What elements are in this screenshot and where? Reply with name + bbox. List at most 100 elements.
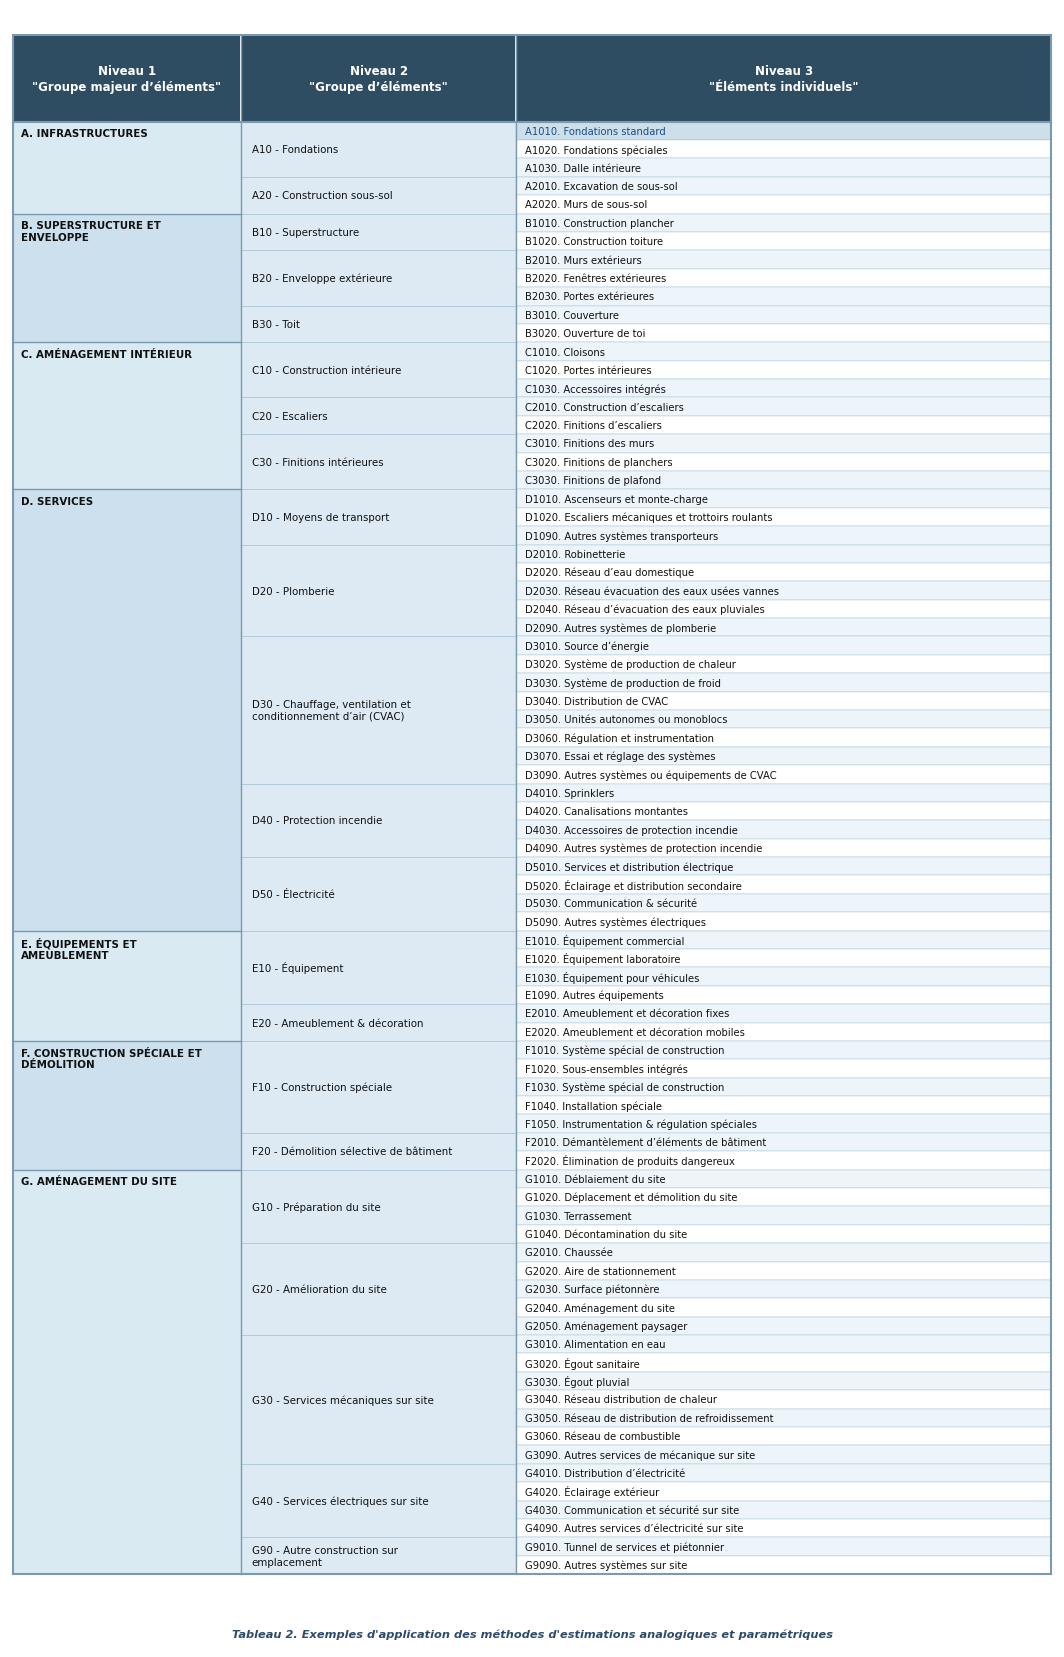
Bar bbox=[516, 968, 1051, 986]
Text: F2010. Démantèlement d’éléments de bâtiment: F2010. Démantèlement d’éléments de bâtim… bbox=[525, 1137, 766, 1147]
Text: G3010. Alimentation en eau: G3010. Alimentation en eau bbox=[525, 1339, 665, 1349]
Bar bbox=[516, 838, 1051, 858]
Bar bbox=[242, 123, 516, 177]
Text: A10 - Fondations: A10 - Fondations bbox=[252, 146, 338, 156]
Bar bbox=[516, 693, 1051, 711]
Bar bbox=[13, 1170, 242, 1574]
Text: B1020. Construction toiture: B1020. Construction toiture bbox=[525, 237, 663, 247]
Bar bbox=[516, 766, 1051, 784]
Bar bbox=[516, 949, 1051, 968]
Text: C. AMÉNAGEMENT INTÉRIEUR: C. AMÉNAGEMENT INTÉRIEUR bbox=[21, 350, 193, 360]
Text: D3090. Autres systèmes ou équipements de CVAC: D3090. Autres systèmes ou équipements de… bbox=[525, 769, 777, 780]
Text: C3030. Finitions de plafond: C3030. Finitions de plafond bbox=[525, 476, 661, 486]
Bar bbox=[516, 1022, 1051, 1041]
Text: D3020. Système de production de chaleur: D3020. Système de production de chaleur bbox=[525, 659, 736, 669]
Bar bbox=[516, 1261, 1051, 1281]
Text: E1030. Équipement pour véhicules: E1030. Équipement pour véhicules bbox=[525, 971, 699, 983]
Text: E20 - Ameublement & décoration: E20 - Ameublement & décoration bbox=[252, 1017, 423, 1027]
Text: G9010. Tunnel de services et piétonnier: G9010. Tunnel de services et piétonnier bbox=[525, 1541, 725, 1553]
Text: D3030. Système de production de froid: D3030. Système de production de froid bbox=[525, 678, 721, 688]
Bar bbox=[516, 1041, 1051, 1060]
Bar bbox=[516, 214, 1051, 234]
Text: G1030. Terrassement: G1030. Terrassement bbox=[525, 1211, 631, 1221]
Bar bbox=[516, 141, 1051, 159]
Bar bbox=[516, 270, 1051, 288]
Bar bbox=[242, 1463, 516, 1538]
Text: G3090. Autres services de mécanique sur site: G3090. Autres services de mécanique sur … bbox=[525, 1450, 755, 1460]
Text: Tableau 2. Exemples d'application des méthodes d'estimations analogiques et para: Tableau 2. Exemples d'application des mé… bbox=[232, 1629, 832, 1639]
Bar bbox=[242, 1041, 516, 1133]
Text: F. CONSTRUCTION SPÉCIALE ET
DÉMOLITION: F. CONSTRUCTION SPÉCIALE ET DÉMOLITION bbox=[21, 1047, 202, 1069]
Bar bbox=[242, 1004, 516, 1041]
Text: C1010. Cloisons: C1010. Cloisons bbox=[525, 348, 605, 358]
Bar bbox=[13, 490, 242, 931]
Bar bbox=[516, 1427, 1051, 1445]
Bar bbox=[242, 545, 516, 636]
Bar bbox=[516, 307, 1051, 325]
Bar bbox=[516, 1336, 1051, 1354]
Bar bbox=[516, 600, 1051, 618]
Text: D5030. Communication & sécurité: D5030. Communication & sécurité bbox=[525, 898, 697, 908]
Bar bbox=[516, 361, 1051, 379]
Text: D1010. Ascenseurs et monte-charge: D1010. Ascenseurs et monte-charge bbox=[525, 494, 708, 504]
Bar bbox=[516, 472, 1051, 490]
Text: F1040. Installation spéciale: F1040. Installation spéciale bbox=[525, 1100, 662, 1110]
Text: F1010. Système spécial de construction: F1010. Système spécial de construction bbox=[525, 1046, 725, 1056]
Bar bbox=[516, 711, 1051, 729]
Text: D5010. Services et distribution électrique: D5010. Services et distribution électriq… bbox=[525, 862, 733, 872]
Bar bbox=[516, 1483, 1051, 1501]
Bar bbox=[516, 1281, 1051, 1299]
Bar bbox=[242, 1336, 516, 1463]
Bar bbox=[516, 858, 1051, 877]
Bar bbox=[516, 674, 1051, 693]
Text: A1030. Dalle intérieure: A1030. Dalle intérieure bbox=[525, 164, 641, 174]
Bar bbox=[516, 563, 1051, 582]
Text: E10 - Équipement: E10 - Équipement bbox=[252, 961, 344, 974]
Text: C20 - Escaliers: C20 - Escaliers bbox=[252, 411, 328, 421]
Bar bbox=[242, 1133, 516, 1170]
Bar bbox=[242, 36, 516, 123]
Text: E1020. Équipement laboratoire: E1020. Équipement laboratoire bbox=[525, 953, 681, 964]
Text: C2010. Construction d’escaliers: C2010. Construction d’escaliers bbox=[525, 403, 684, 413]
Bar bbox=[516, 1372, 1051, 1390]
Text: G40 - Services électriques sur site: G40 - Services électriques sur site bbox=[252, 1495, 429, 1506]
Bar bbox=[516, 1556, 1051, 1574]
Bar bbox=[242, 1170, 516, 1243]
Bar bbox=[13, 36, 242, 123]
Text: G1010. Déblaiement du site: G1010. Déblaiement du site bbox=[525, 1175, 666, 1185]
Bar bbox=[13, 214, 242, 343]
Bar bbox=[516, 1538, 1051, 1556]
Text: D5090. Autres systèmes électriques: D5090. Autres systèmes électriques bbox=[525, 916, 705, 928]
Text: C1030. Accessoires intégrés: C1030. Accessoires intégrés bbox=[525, 384, 666, 394]
Bar bbox=[516, 986, 1051, 1004]
Bar bbox=[516, 656, 1051, 674]
Bar bbox=[516, 1188, 1051, 1206]
Bar bbox=[516, 1317, 1051, 1336]
Text: D2090. Autres systèmes de plomberie: D2090. Autres systèmes de plomberie bbox=[525, 623, 716, 633]
Text: C3010. Finitions des murs: C3010. Finitions des murs bbox=[525, 439, 654, 449]
Bar bbox=[516, 1519, 1051, 1538]
Bar bbox=[516, 729, 1051, 747]
Bar bbox=[242, 636, 516, 784]
Bar bbox=[516, 123, 1051, 141]
Bar bbox=[13, 343, 242, 490]
Text: B3020. Ouverture de toi: B3020. Ouverture de toi bbox=[525, 330, 645, 340]
Bar bbox=[516, 1152, 1051, 1170]
Bar bbox=[242, 343, 516, 398]
Text: F10 - Construction spéciale: F10 - Construction spéciale bbox=[252, 1082, 392, 1092]
Bar bbox=[516, 1408, 1051, 1427]
Bar bbox=[516, 618, 1051, 636]
Text: G4030. Communication et sécurité sur site: G4030. Communication et sécurité sur sit… bbox=[525, 1505, 739, 1514]
Text: G2030. Surface piétonnère: G2030. Surface piétonnère bbox=[525, 1284, 660, 1294]
Text: B. SUPERSTRUCTURE ET
ENVELOPPE: B. SUPERSTRUCTURE ET ENVELOPPE bbox=[21, 220, 161, 242]
Bar bbox=[516, 454, 1051, 472]
Text: D4010. Sprinklers: D4010. Sprinklers bbox=[525, 789, 614, 799]
Bar bbox=[516, 1243, 1051, 1261]
Text: G9090. Autres systèmes sur site: G9090. Autres systèmes sur site bbox=[525, 1559, 687, 1571]
Bar bbox=[516, 527, 1051, 545]
Bar bbox=[516, 1079, 1051, 1097]
Bar bbox=[242, 307, 516, 343]
Text: E1010. Équipement commercial: E1010. Équipement commercial bbox=[525, 935, 684, 946]
Text: D2020. Réseau d’eau domestique: D2020. Réseau d’eau domestique bbox=[525, 568, 694, 578]
Text: G. AMÉNAGEMENT DU SITE: G. AMÉNAGEMENT DU SITE bbox=[21, 1176, 178, 1186]
